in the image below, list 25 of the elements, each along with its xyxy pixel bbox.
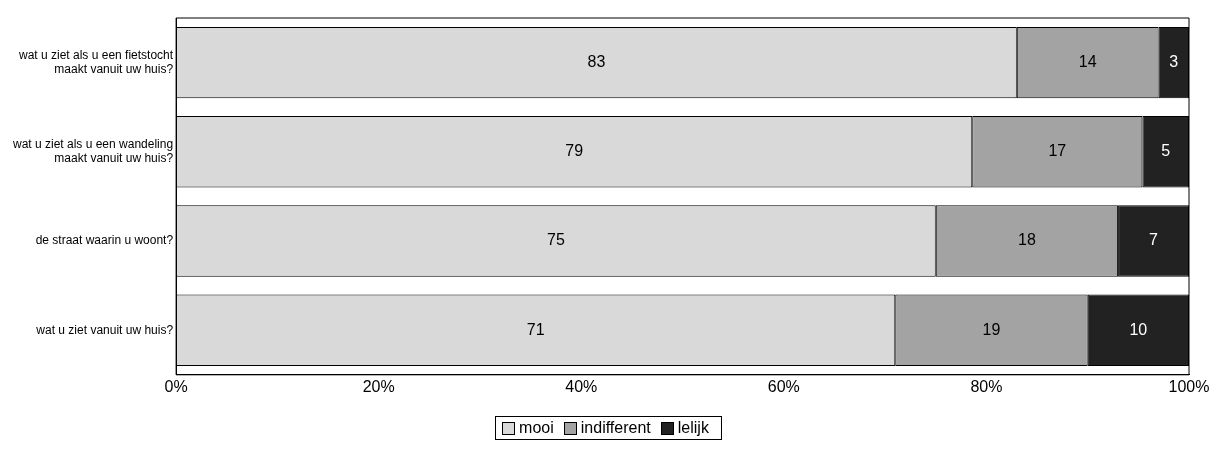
y-tick-label: de straat waarin u woont? — [35, 233, 174, 248]
data-label: 17 — [1048, 142, 1067, 160]
data-label: 19 — [982, 320, 1001, 338]
legend-label: mooi — [519, 419, 554, 437]
x-tick-label: 40% — [565, 377, 598, 395]
data-label: 79 — [565, 142, 584, 160]
x-tick-label: 0% — [164, 377, 188, 395]
y-tick-label: wat u ziet als u een wandeling maakt vanuit uw huis? — [11, 136, 174, 166]
x-tick-label: 60% — [767, 377, 800, 395]
data-label: 18 — [1018, 231, 1036, 249]
x-tick-label: 20% — [362, 377, 395, 395]
legend-label: lelijk — [677, 419, 709, 437]
y-tick-label: wat u ziet vanuit uw huis? — [35, 322, 174, 337]
data-label: 3 — [1169, 53, 1179, 71]
data-label: 7 — [1149, 231, 1159, 249]
data-label: 5 — [1161, 142, 1171, 160]
data-label: 14 — [1078, 53, 1097, 71]
x-tick-label: 80% — [970, 377, 1003, 395]
y-tick-label: wat u ziet als u een fietstocht maakt vanuit uw huis? — [18, 47, 174, 77]
data-label: 75 — [547, 231, 565, 249]
data-label: 83 — [587, 53, 606, 71]
x-tick-label: 100% — [1168, 377, 1210, 395]
data-label: 10 — [1129, 320, 1148, 338]
legend-label: indifferent — [580, 419, 651, 437]
data-label: 71 — [526, 320, 545, 338]
